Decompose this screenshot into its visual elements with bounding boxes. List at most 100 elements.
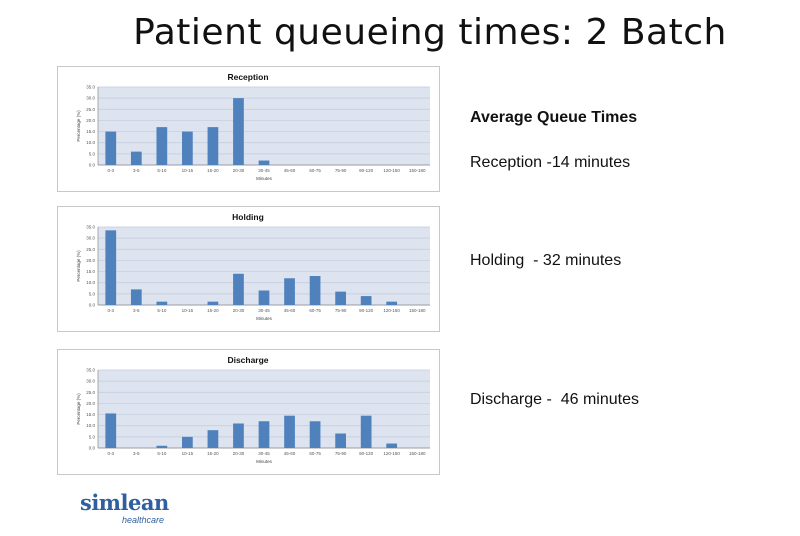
bar-90-120	[360, 415, 372, 448]
bar-15-20	[207, 430, 219, 448]
x-tick-label: 10-15	[182, 168, 194, 173]
x-tick-label: 75-90	[335, 451, 347, 456]
bar-20-30	[233, 273, 244, 305]
bar-0-3	[105, 131, 117, 165]
logo-subtitle: healthcare	[122, 515, 165, 525]
x-tick-label: 60-75	[309, 308, 321, 313]
x-tick-label: 0-3	[108, 308, 115, 313]
x-tick-label: 15-20	[207, 451, 219, 456]
x-tick-label: 75-90	[335, 168, 347, 173]
x-axis-label: Minutes	[256, 459, 273, 464]
y-tick-label: 30.0	[86, 96, 95, 101]
holding-chart-title: Holding	[232, 212, 264, 222]
x-tick-label: 3-5	[133, 451, 140, 456]
x-tick-label: 60-75	[309, 168, 321, 173]
x-tick-label: 60-75	[309, 451, 321, 456]
x-tick-label: 10-15	[182, 308, 194, 313]
bar-90-120	[360, 296, 372, 305]
y-tick-label: 10.0	[86, 280, 95, 285]
bar-5-10	[156, 127, 168, 165]
reception-average: Reception -14 minutes	[470, 154, 631, 171]
y-tick-label: 30.0	[86, 379, 95, 384]
x-tick-label: 150-180	[409, 451, 426, 456]
bar-5-10	[156, 445, 168, 448]
bar-15-20	[207, 301, 219, 305]
x-tick-label: 5-10	[157, 168, 167, 173]
reception-chart-title: Reception	[227, 72, 268, 82]
y-tick-label: 15.0	[86, 412, 95, 417]
y-tick-label: 0.0	[89, 303, 96, 308]
x-tick-label: 5-10	[157, 451, 167, 456]
chart-discharge-svg: Discharge 0.0 5.0 10.0 15.0 20.0 25.0 30.0 35.0 0…	[76, 355, 430, 464]
bar-10-15	[182, 131, 193, 165]
x-tick-label: 10-15	[182, 451, 194, 456]
discharge-chart-title: Discharge	[227, 355, 268, 365]
bar-45-60	[284, 415, 295, 448]
y-tick-label: 15.0	[86, 129, 95, 134]
holding-average: Holding - 32 minutes	[470, 252, 622, 269]
bar-10-15	[182, 436, 193, 448]
bar-75-90	[335, 291, 346, 305]
y-tick-label: 10.0	[86, 423, 95, 428]
x-tick-label: 45-60	[284, 168, 296, 173]
x-tick-label: 150-180	[409, 168, 426, 173]
y-tick-label: 30.0	[86, 236, 95, 241]
bar-5-10	[156, 301, 168, 305]
x-tick-label: 5-10	[157, 308, 167, 313]
x-tick-label: 30-45	[258, 308, 270, 313]
y-tick-label: 20.0	[86, 401, 95, 406]
chart-reception-svg: Reception 0.0 5.0 10.0 15.0 20.0 25.0 30.0 35.0 0…	[76, 72, 430, 181]
x-tick-label: 120-150	[383, 308, 400, 313]
x-tick-label: 75-90	[335, 308, 347, 313]
y-tick-label: 20.0	[86, 258, 95, 263]
plot-area	[98, 87, 430, 165]
x-tick-label: 45-60	[284, 308, 296, 313]
x-tick-label: 20-30	[233, 168, 245, 173]
y-tick-label: 0.0	[89, 163, 96, 168]
y-tick-label: 35.0	[86, 225, 95, 230]
simlean-logo: simlean healthcare	[80, 492, 190, 532]
x-tick-label: 3-5	[133, 308, 140, 313]
x-tick-label: 90-120	[359, 308, 374, 313]
x-tick-label: 15-20	[207, 168, 219, 173]
y-tick-label: 15.0	[86, 269, 95, 274]
x-tick-label: 15-20	[207, 308, 219, 313]
x-tick-label: 30-45	[258, 451, 270, 456]
x-tick-label: 120-150	[383, 168, 400, 173]
x-tick-label: 3-5	[133, 168, 140, 173]
discharge-average: Discharge - 46 minutes	[470, 391, 639, 408]
x-tick-label: 45-60	[284, 451, 296, 456]
y-tick-label: 25.0	[86, 247, 95, 252]
x-tick-label: 90-120	[359, 168, 374, 173]
x-tick-label: 20-30	[233, 308, 245, 313]
bar-60-75	[309, 276, 321, 305]
bar-20-30	[233, 98, 244, 165]
bar-3-5	[130, 151, 142, 165]
bar-45-60	[284, 278, 295, 305]
bar-0-3	[105, 413, 117, 448]
slide-title: Patient queueing times: 2 Batch	[133, 12, 727, 53]
y-tick-label: 0.0	[89, 446, 96, 451]
chart-discharge: Discharge 0.0 5.0 10.0 15.0 20.0 25.0 30.0 35.0 0…	[57, 349, 440, 475]
bar-15-20	[207, 127, 219, 165]
y-tick-label: 5.0	[89, 291, 96, 296]
x-tick-label: 0-3	[108, 168, 115, 173]
y-tick-label: 20.0	[86, 118, 95, 123]
bar-75-90	[335, 433, 346, 448]
y-tick-label: 35.0	[86, 368, 95, 373]
y-axis-label: Percentage (%)	[76, 110, 81, 142]
logo-wordmark: simlean	[80, 490, 169, 515]
bar-30-45	[258, 160, 270, 165]
average-queue-times-heading: Average Queue Times	[470, 109, 638, 126]
chart-holding-svg: Holding 0.0 5.0 10.0 15.0 20.0 25.0 30.0 35.0 0-3…	[76, 212, 430, 321]
y-tick-label: 35.0	[86, 85, 95, 90]
x-axis-label: Minutes	[256, 176, 273, 181]
bar-120-150	[386, 443, 398, 448]
bar-20-30	[233, 423, 244, 448]
x-tick-label: 30-45	[258, 168, 270, 173]
bar-30-45	[258, 421, 270, 448]
chart-holding: Holding 0.0 5.0 10.0 15.0 20.0 25.0 30.0 35.0 0-3…	[57, 206, 440, 332]
y-axis-label: Percentage (%)	[76, 250, 81, 282]
chart-reception: Reception 0.0 5.0 10.0 15.0 20.0 25.0 30.0 35.0 0…	[57, 66, 440, 192]
x-tick-label: 0-3	[108, 451, 115, 456]
